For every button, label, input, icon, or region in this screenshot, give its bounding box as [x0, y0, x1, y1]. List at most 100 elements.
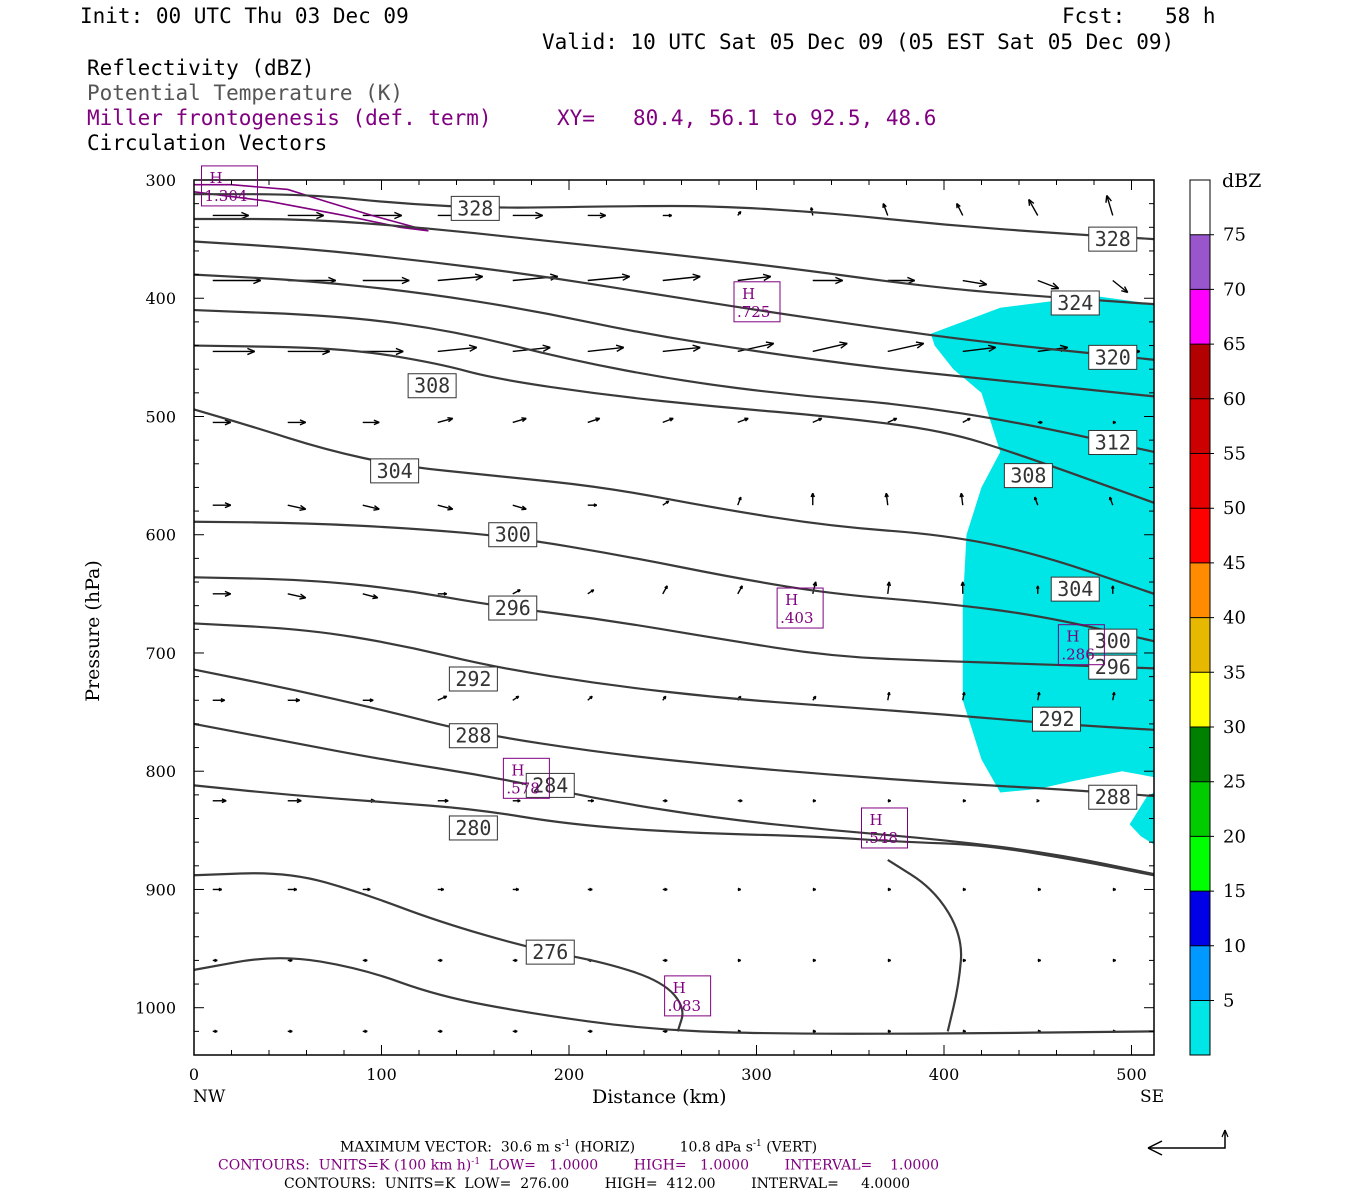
contours1-b: LOW= 1.0000 HIGH= 1.0000 INTERVAL= 1.000… — [488, 1157, 940, 1174]
theta-label-box — [525, 772, 575, 798]
circulation-vector — [737, 273, 772, 282]
theta-contour-info: CONTOURS: UNITS=K LOW= 276.00 HIGH= 412.… — [284, 1176, 911, 1192]
circulation-vector — [1037, 958, 1042, 963]
circulation-vector — [887, 887, 892, 892]
circulation-vector — [1105, 195, 1114, 216]
colorbar-title: dBZ — [1222, 170, 1261, 192]
circulation-vector — [884, 492, 889, 506]
circulation-vector — [587, 589, 595, 595]
init-time: Init: 00 UTC Thu 03 Dec 09 — [80, 4, 409, 28]
circulation-vector — [362, 347, 404, 356]
colorbar-label: 55 — [1223, 444, 1246, 465]
theta-contour — [193, 308, 1155, 454]
theta-contour — [193, 872, 684, 1032]
theta-contour — [193, 520, 1155, 643]
colorbar-segment — [1190, 891, 1210, 946]
max-vector-vert: 10.8 dPa s — [679, 1139, 753, 1156]
circulation-vector — [437, 958, 443, 963]
theta-contour — [193, 576, 1155, 670]
circulation-vector — [512, 887, 520, 892]
horiz-tag: (HORIZ) — [574, 1139, 636, 1156]
theta-contour — [193, 344, 1155, 504]
y-tick-label: 1000 — [135, 999, 176, 1018]
circulation-vector — [737, 585, 743, 595]
frontogenesis-contour — [193, 183, 429, 232]
frontogenesis-contours — [193, 183, 429, 232]
theta-label: 296 — [1095, 655, 1131, 679]
x-tick-label: 200 — [554, 1065, 585, 1084]
colorbar-label: 45 — [1223, 553, 1246, 574]
circulation-vector — [1035, 585, 1040, 594]
theta-contour — [194, 193, 1155, 241]
theta-label-box — [1088, 628, 1138, 654]
circulation-vector — [956, 202, 964, 216]
theta-label: 312 — [1095, 431, 1131, 455]
theta-label-box — [488, 595, 538, 621]
circulation-vector — [587, 503, 598, 508]
circulation-vector — [512, 504, 527, 511]
valid-time: Valid: 10 UTC Sat 05 Dec 09 (05 EST Sat … — [542, 30, 1175, 54]
circulation-vector — [962, 1029, 967, 1034]
circulation-vector — [1110, 585, 1115, 594]
maximum-h: H — [511, 761, 524, 779]
circulation-vector — [737, 887, 742, 892]
maximum-h: H — [1066, 628, 1079, 646]
circulation-vector — [512, 417, 527, 424]
x-label-nw: NW — [193, 1087, 226, 1107]
theta-label: 296 — [495, 596, 531, 620]
circulation-vector — [662, 585, 668, 595]
circulation-vector — [362, 419, 380, 426]
circulation-vector — [212, 502, 232, 509]
theta-label-box — [1003, 463, 1053, 489]
x-tick-label: 100 — [366, 1065, 397, 1084]
circulation-vector — [962, 691, 966, 701]
circulation-vector — [437, 344, 478, 353]
colorbar-label: 20 — [1223, 826, 1246, 847]
theta-label: 328 — [1095, 227, 1131, 251]
circulation-vector — [887, 341, 925, 353]
frontogenesis-maximum: H.548 — [861, 807, 908, 849]
forecast-label: Fcst: — [1062, 4, 1126, 28]
maximum-h: H — [870, 811, 883, 829]
circulation-vector — [212, 1029, 218, 1034]
colorbar-label: 25 — [1223, 772, 1246, 793]
circulation-vector — [512, 798, 521, 803]
theta-label: 292 — [455, 667, 491, 691]
circulation-vector — [212, 958, 218, 963]
circulation-vector — [587, 1029, 593, 1034]
theta-label: 280 — [455, 816, 491, 840]
max-vector-line: MAXIMUM VECTOR: 30.6 m s-1 (HORIZ) 10.8 … — [340, 1139, 817, 1156]
circulation-vector — [287, 697, 301, 703]
forecast-hours: 58 h — [1165, 4, 1216, 28]
circulation-vector — [1037, 887, 1042, 892]
frontogenesis-maximum: H.286 — [1057, 624, 1105, 666]
circulation-vector — [587, 887, 593, 892]
theta-label-box — [1050, 576, 1100, 602]
circulation-vector — [437, 504, 454, 511]
y-tick-label: 600 — [145, 526, 176, 545]
y-tick-label: 500 — [145, 407, 176, 426]
theta-contours: 3283283243203123083083043043003002962962… — [193, 193, 1155, 1035]
circulation-vector — [212, 419, 232, 426]
y-tick-label: 800 — [145, 762, 176, 781]
circulation-vector — [887, 1029, 892, 1034]
theta-label: 304 — [377, 459, 413, 483]
circulation-vector — [812, 887, 817, 892]
circulation-vector — [587, 273, 631, 282]
colorbar-segment-top — [1190, 180, 1210, 235]
contours1-a: CONTOURS: UNITS=K (100 km h) — [218, 1157, 472, 1174]
maximum-value: .548 — [865, 829, 898, 847]
field-vectors: Circulation Vectors — [87, 131, 328, 155]
maximum-value: 1.304 — [205, 187, 248, 205]
circulation-vector — [962, 887, 967, 892]
circulation-vector — [887, 798, 892, 803]
theta-label-box — [1050, 290, 1100, 316]
circulation-vector — [587, 798, 595, 803]
circulation-vector — [737, 417, 749, 424]
circulation-vector — [1112, 887, 1117, 892]
theta-contour — [194, 217, 1155, 306]
theta-label: 276 — [532, 940, 568, 964]
plot-axes: 0 100 200 300 400 500 300 400 500 600 700 800 900 100… — [135, 171, 1155, 1084]
theta-contour — [193, 408, 1155, 595]
